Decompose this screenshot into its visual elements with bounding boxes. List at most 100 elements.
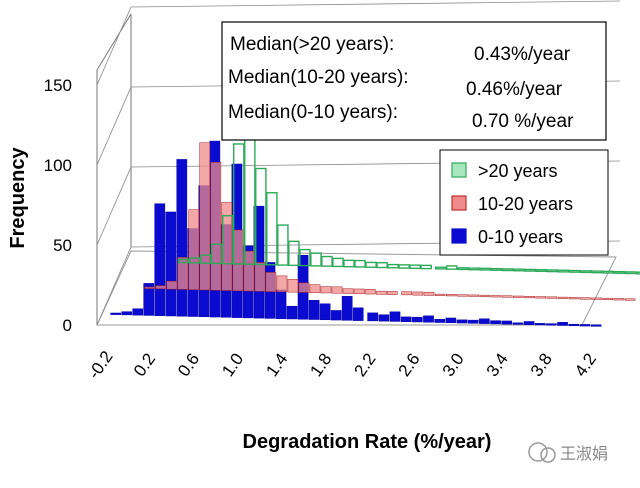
x-axis-ticks: -0.2 0.2 0.6 1.0 1.4 1.8 2.2 2.6 3.0 3.4 3.8 4.2 xyxy=(84,347,600,382)
bar xyxy=(535,269,547,273)
gridline-side xyxy=(96,166,132,246)
bar xyxy=(434,319,446,323)
bar xyxy=(434,293,446,296)
bar xyxy=(557,322,568,326)
x-tick-label: 1.8 xyxy=(306,350,335,380)
bar xyxy=(568,297,580,300)
x-tick-label: 2.2 xyxy=(350,350,379,380)
legend: >20 years 10-20 years 0-10 years xyxy=(439,149,609,256)
bar xyxy=(613,298,625,301)
bar xyxy=(590,324,602,327)
bar xyxy=(308,300,320,320)
legend-swatch-0-10 xyxy=(451,228,467,244)
bar xyxy=(490,295,502,298)
median-value-3: 0.70 %/year xyxy=(472,111,574,132)
bar xyxy=(591,270,603,274)
bar xyxy=(580,297,591,300)
bar xyxy=(132,308,144,316)
median-value-2: 0.46%/year xyxy=(466,79,563,100)
bar xyxy=(479,318,490,324)
x-tick-label: 2.6 xyxy=(395,350,424,380)
bar xyxy=(446,265,458,270)
bar xyxy=(154,203,166,316)
bar xyxy=(490,320,501,325)
y-tick-label: 50 xyxy=(53,236,72,255)
bar xyxy=(299,248,311,267)
bar xyxy=(353,288,365,295)
bar xyxy=(298,282,310,293)
bar xyxy=(389,311,401,322)
bar xyxy=(468,294,480,297)
bar xyxy=(534,323,546,326)
bar xyxy=(210,161,222,291)
bar xyxy=(479,267,492,271)
bar xyxy=(387,263,399,269)
bar xyxy=(602,297,614,301)
bar xyxy=(330,310,342,321)
bar xyxy=(288,240,300,267)
bar xyxy=(199,254,212,264)
bar xyxy=(199,142,211,291)
bar xyxy=(143,283,155,316)
x-axis-title: Degradation Rate (%/year) xyxy=(243,431,492,453)
bar xyxy=(331,286,343,294)
gridline-side xyxy=(96,6,132,86)
bar xyxy=(310,252,322,267)
bar xyxy=(342,288,354,294)
bar xyxy=(423,315,434,323)
bar xyxy=(457,294,468,297)
bar xyxy=(243,250,255,292)
bar xyxy=(166,280,178,290)
bar xyxy=(309,284,321,293)
legend-item-10-20: 10-20 years xyxy=(451,194,573,214)
bar xyxy=(321,255,333,267)
x-tick-label: 3.8 xyxy=(527,350,556,380)
legend-item-0-10: 0-10 years xyxy=(451,227,563,247)
x-tick-label: 3.0 xyxy=(439,350,468,380)
bar xyxy=(376,262,388,269)
bar xyxy=(546,323,557,326)
bar xyxy=(535,296,547,299)
bar xyxy=(254,262,266,292)
bar xyxy=(546,296,558,299)
gridline-side xyxy=(96,246,132,326)
bar xyxy=(580,270,592,274)
median-annotation-box: Median(>20 years): 0.43%/year Median(10-… xyxy=(221,21,607,141)
bar xyxy=(624,271,637,275)
bar xyxy=(523,321,535,325)
legend-label-10-20: 10-20 years xyxy=(478,194,573,214)
bar xyxy=(512,322,524,325)
legend-swatch-over-20 xyxy=(451,162,467,178)
bar xyxy=(468,267,480,271)
side-wall-top xyxy=(96,13,132,71)
bar xyxy=(602,270,615,274)
legend-label-0-10: 0-10 years xyxy=(478,227,563,247)
bar xyxy=(210,243,223,265)
median-label-3: Median(0-10 years): xyxy=(228,102,398,123)
bar xyxy=(144,286,155,289)
legend-label-over-20: >20 years xyxy=(478,161,558,181)
bar xyxy=(221,214,234,265)
bar xyxy=(375,290,387,295)
bar xyxy=(188,209,200,290)
median-label-2: Median(10-20 years): xyxy=(228,67,409,88)
bar xyxy=(557,269,570,273)
legend-swatch-10-20 xyxy=(451,195,467,211)
bar xyxy=(420,264,432,270)
bar xyxy=(275,289,287,319)
y-tick-label: 150 xyxy=(44,76,72,95)
bar xyxy=(287,279,299,293)
floor-plane xyxy=(96,250,617,326)
chart-walls xyxy=(96,13,617,326)
bar xyxy=(266,192,278,266)
bar xyxy=(286,305,298,320)
watermark: 王淑娟 xyxy=(528,442,608,463)
bar xyxy=(467,319,479,324)
bar xyxy=(445,317,457,324)
bar xyxy=(177,257,189,290)
bar xyxy=(501,295,513,298)
bar xyxy=(277,224,289,266)
bar xyxy=(635,271,640,275)
bar xyxy=(557,296,569,299)
